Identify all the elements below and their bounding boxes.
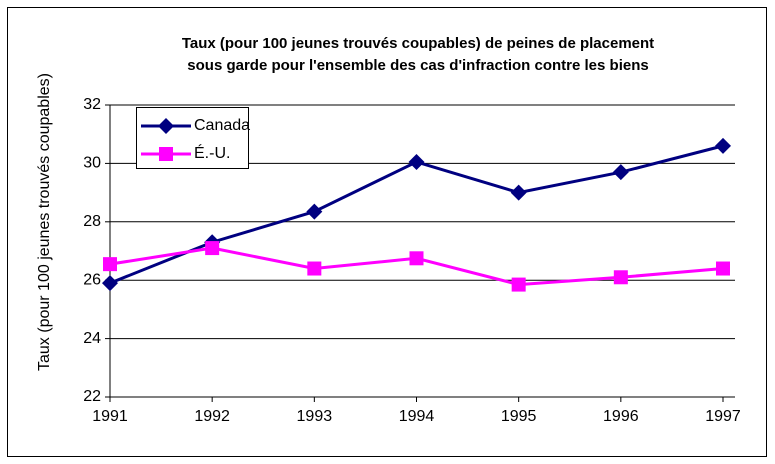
legend-label: É.-U. [194, 143, 230, 162]
marker [307, 261, 322, 276]
marker [510, 184, 527, 201]
y-tick-label: 26 [83, 271, 101, 288]
x-tick-label: 1991 [92, 408, 128, 425]
legend-marker [159, 147, 173, 161]
y-tick-label: 24 [83, 330, 101, 347]
x-tick-label: 1996 [603, 408, 639, 425]
y-tick-label: 30 [83, 155, 101, 172]
marker [102, 275, 118, 292]
marker [613, 270, 628, 285]
chart-title: Taux (pour 100 jeunes trouvés coupables)… [182, 35, 654, 52]
y-tick-label: 22 [83, 388, 101, 405]
legend-box [136, 107, 249, 169]
chart-border [7, 7, 767, 457]
marker [612, 164, 629, 181]
x-tick-label: 1995 [501, 408, 537, 425]
legend-label: Canada [194, 117, 250, 134]
marker [306, 203, 323, 220]
y-tick-label: 32 [83, 96, 101, 113]
marker [715, 137, 731, 154]
y-axis-label: Taux (pour 100 jeunes trouvés coupables) [36, 73, 53, 371]
marker [716, 261, 730, 276]
x-tick-label: 1992 [194, 408, 230, 425]
x-tick-label: 1997 [705, 408, 741, 425]
marker [205, 241, 220, 256]
marker [511, 277, 526, 292]
marker [409, 251, 424, 266]
legend-marker [158, 118, 174, 134]
y-tick-label: 28 [83, 213, 101, 230]
chart-title: sous garde pour l'ensemble des cas d'inf… [187, 57, 648, 74]
x-tick-label: 1993 [297, 408, 333, 425]
marker [103, 257, 117, 272]
x-tick-label: 1994 [399, 408, 435, 425]
marker [408, 153, 425, 170]
